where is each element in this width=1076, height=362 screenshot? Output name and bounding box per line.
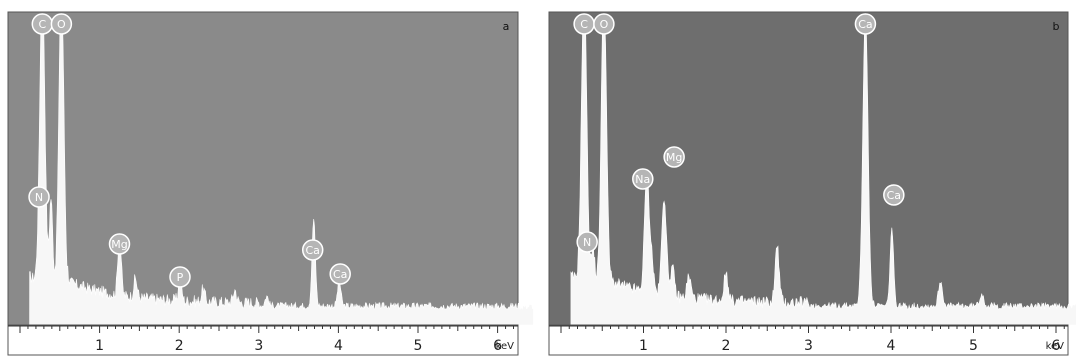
x-tick-label: 6 (1052, 338, 1061, 354)
x-tick-label: 5 (414, 338, 423, 354)
svg-text:O: O (57, 18, 66, 31)
panel-letter: b (1053, 20, 1060, 33)
x-tick-label: 2 (722, 338, 731, 354)
peak-label-c: C (573, 13, 595, 35)
peak-label-c: C (31, 13, 54, 35)
svg-text:Ca: Ca (858, 18, 872, 31)
peak-label-na: Na (632, 168, 654, 190)
peak-label-n: N (576, 231, 598, 253)
panel-letter: a (503, 20, 510, 33)
x-tick-label: 4 (334, 338, 343, 354)
x-tick-label: 1 (95, 338, 104, 354)
svg-text:Mg: Mg (111, 238, 127, 251)
x-tick-label: 4 (887, 338, 896, 354)
spectrum-area (570, 13, 1076, 326)
x-unit-label: keV (496, 341, 515, 352)
peak-label-ca: Ca (329, 263, 351, 285)
svg-text:Ca: Ca (306, 244, 320, 257)
plot-background (7, 11, 519, 326)
svg-text:Mg: Mg (666, 151, 682, 164)
svg-text:C: C (38, 18, 46, 31)
x-axis-strip (7, 324, 519, 356)
x-tick-label: 3 (254, 338, 263, 354)
svg-text:N: N (35, 191, 43, 204)
peak-label-ca: Ca (883, 184, 905, 206)
x-unit-label: keV (1046, 341, 1065, 352)
peak-label-n: N (28, 186, 50, 208)
svg-text:C: C (580, 18, 588, 31)
peak-label-ca: Ca (301, 239, 324, 261)
svg-text:N: N (583, 236, 591, 249)
x-tick-label: 5 (969, 338, 978, 354)
svg-text:O: O (600, 18, 609, 31)
svg-text:Ca: Ca (887, 189, 901, 202)
peak-label-mg: Mg (108, 233, 131, 255)
x-tick-label: 1 (639, 338, 648, 354)
peak-label-p: P (169, 266, 191, 288)
peak-label-ca: Ca (854, 13, 877, 35)
svg-text:Na: Na (635, 173, 650, 186)
svg-text:Ca: Ca (333, 268, 347, 281)
x-tick-label: 3 (804, 338, 813, 354)
x-tick-label: 2 (175, 338, 184, 354)
spectrum-area (29, 13, 534, 326)
plot-background (548, 11, 1069, 326)
peak-label-o: O (50, 13, 73, 35)
x-tick-label: 6 (493, 338, 502, 354)
svg-text:P: P (177, 271, 184, 284)
peak-label-mg: Mg (663, 146, 685, 168)
peak-label-o: O (593, 13, 615, 35)
